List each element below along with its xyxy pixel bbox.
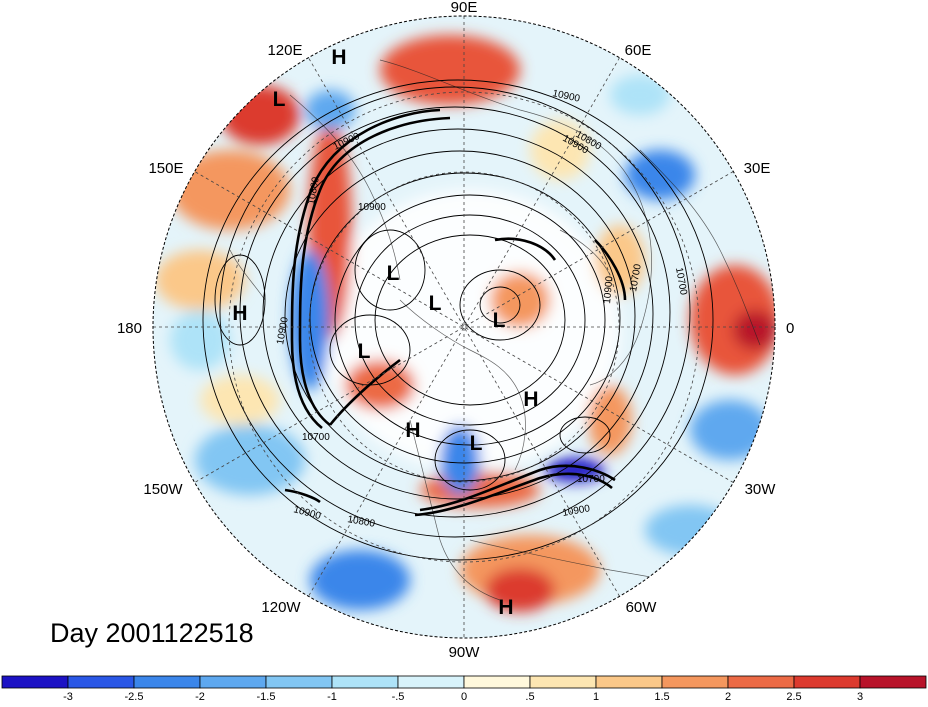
colorbar-swatch <box>463 675 531 689</box>
colorbar-swatch <box>595 675 663 689</box>
contour-label: 10900 <box>275 316 291 346</box>
lon-label-180: 180 <box>117 320 142 337</box>
lon-label-120w: 120W <box>261 599 301 616</box>
colorbar-tick-label: 0 <box>461 691 467 702</box>
colorbar-tick-label: 2 <box>725 691 731 702</box>
longitude-labels: 90E 60E 30E 0 30W 60W 90W 120W 150W 180 … <box>117 0 794 661</box>
colorbar-tick-label: -2.5 <box>125 691 144 702</box>
date-caption: Day 2001122518 <box>50 618 254 648</box>
contour-label: 10900 <box>562 503 592 519</box>
colorbar: -3 -2.5 -2 -1.5 -1 -.5 0 .5 1 1.5 2 2.5 3 <box>1 675 927 703</box>
lon-label-120e: 120E <box>267 42 302 59</box>
contour-label-group: 10900 10900 10900 10900 10700 10700 1070… <box>275 88 689 530</box>
lon-label-90w: 90W <box>449 644 481 661</box>
colorbar-tick-label: -1.5 <box>257 691 276 702</box>
low-pressure-marker: L <box>493 309 506 332</box>
contour-label: 10900 <box>602 275 615 304</box>
low-pressure-marker: L <box>273 88 286 111</box>
colorbar-swatch <box>67 675 135 689</box>
colorbar-swatch <box>133 675 201 689</box>
colorbar-tick-label: 3 <box>857 691 863 702</box>
colorbar-swatch <box>397 675 465 689</box>
lon-label-60e: 60E <box>625 42 652 59</box>
colorbar-swatch <box>793 675 861 689</box>
colorbar-tick-label: -.5 <box>392 691 405 702</box>
map-boundary <box>152 15 776 639</box>
anomaly-shading <box>153 16 775 638</box>
colorbar-swatch <box>199 675 267 689</box>
high-pressure-marker: H <box>232 302 247 325</box>
colorbar-swatch <box>331 675 399 689</box>
contour-label: 10700 <box>673 267 689 297</box>
jet-contours <box>284 108 627 517</box>
colorbar-swatch <box>661 675 729 689</box>
lon-label-90e: 90E <box>451 0 478 16</box>
colorbar-swatch <box>265 675 333 689</box>
colorbar-swatch <box>727 675 795 689</box>
lon-label-30w: 30W <box>745 481 777 498</box>
contour-label: 10800 <box>306 176 322 206</box>
graticule <box>153 16 775 638</box>
low-pressure-marker: L <box>429 292 442 315</box>
lon-label-30e: 30E <box>744 160 771 177</box>
contour-label: 10800 <box>346 514 376 530</box>
low-pressure-marker: L <box>358 340 371 363</box>
colorbar-tick-label: 1.5 <box>654 691 669 702</box>
low-pressure-marker: L <box>387 262 400 285</box>
colorbar-tick-label: 1 <box>593 691 599 702</box>
contour-label: 10700 <box>628 263 644 293</box>
colorbar-swatch <box>859 675 927 689</box>
lon-label-0: 0 <box>786 320 794 337</box>
colorbar-tick-label: -3 <box>63 691 73 702</box>
contour-label: 10700 <box>577 474 605 485</box>
high-pressure-marker: H <box>523 388 538 411</box>
high-pressure-marker: H <box>405 419 420 442</box>
colorbar-tick-label: 2.5 <box>786 691 801 702</box>
high-pressure-marker: H <box>498 596 513 619</box>
colorbar-swatch <box>529 675 597 689</box>
lon-label-150e: 150E <box>148 160 183 177</box>
colorbar-tick-label: -1 <box>327 691 337 702</box>
low-pressure-marker: L <box>470 432 483 455</box>
colorbar-tick-label: -2 <box>195 691 205 702</box>
lon-label-150w: 150W <box>143 481 183 498</box>
geopotential-contours <box>202 79 714 561</box>
high-pressure-marker: H <box>331 46 346 69</box>
colorbar-tick-label: .5 <box>525 691 534 702</box>
contour-label: 10900 <box>358 202 386 213</box>
contour-label: 10700 <box>302 432 330 443</box>
lon-label-60w: 60W <box>626 599 658 616</box>
colorbar-swatch <box>1 675 69 689</box>
pressure-centers: H L H L L L L H H L H <box>232 46 538 619</box>
